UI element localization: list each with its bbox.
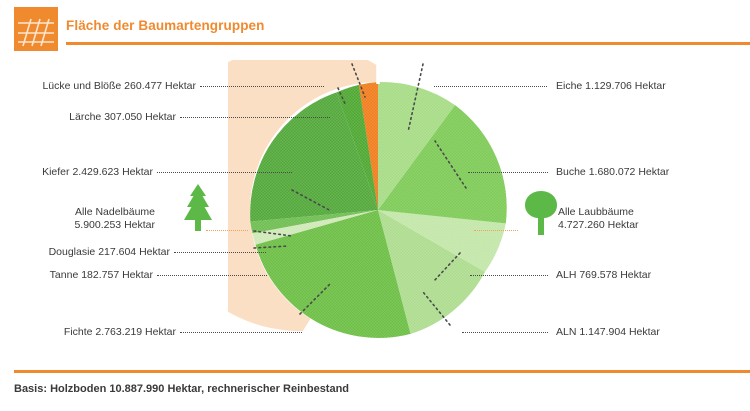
label-text: Lärche 307.050 Hektar — [69, 111, 176, 123]
group-name: Alle Laubbäume — [558, 206, 634, 218]
group-value: 4.727.260 Hektar — [558, 219, 639, 231]
label-text: Kiefer 2.429.623 Hektar — [42, 166, 153, 178]
label-aln: ALN 1.147.904 Hektar — [556, 326, 660, 339]
slice-alh — [378, 210, 506, 272]
group-value: 5.900.253 Hektar — [74, 219, 155, 231]
slice-buche — [378, 105, 507, 224]
leader-luecke — [200, 86, 324, 87]
label-fichte: Fichte 2.763.219 Hektar — [0, 326, 176, 339]
header-divider — [66, 42, 750, 45]
slice-tanne — [252, 210, 378, 245]
page-title: Fläche der Baumartengruppen — [66, 18, 265, 33]
group-label-nadelbaeume: Alle Nadelbäume 5.900.253 Hektar — [0, 206, 155, 232]
slice-laerche — [336, 84, 378, 210]
chart-stage: Lücke und Blöße 260.477 Hektar Lärche 30… — [0, 56, 750, 370]
footer-basis-note: Basis: Holzboden 10.887.990 Hektar, rech… — [14, 383, 350, 395]
slice-douglasie — [250, 210, 378, 234]
leader-fichte — [180, 332, 302, 333]
label-text: Fichte 2.763.219 Hektar — [63, 326, 176, 338]
group-name: Alle Nadelbäume — [75, 206, 155, 218]
slice-eiche — [378, 81, 455, 211]
label-tanne: Tanne 182.757 Hektar — [0, 269, 153, 282]
page-header: Fläche der Baumartengruppen — [0, 0, 750, 56]
leader-tanne — [157, 275, 267, 276]
leader-alh — [470, 275, 548, 276]
label-buche: Buche 1.680.072 Hektar — [556, 166, 669, 179]
label-text: Buche 1.680.072 Hektar — [556, 166, 670, 178]
label-laerche: Lärche 307.050 Hektar — [0, 111, 176, 124]
label-text: Lücke und Blöße 260.477 Hektar — [42, 80, 196, 92]
label-douglasie: Douglasie 217.604 Hektar — [0, 246, 170, 259]
deciduous-tree-icon — [524, 190, 558, 236]
slice-fichte — [255, 210, 411, 338]
leader-kiefer — [157, 172, 292, 173]
slice-kiefer — [250, 92, 378, 222]
leader-laerche — [180, 117, 330, 118]
label-text: ALH 769.578 Hektar — [556, 269, 652, 281]
label-text: Douglasie 217.604 Hektar — [48, 246, 170, 258]
leader-buche — [468, 172, 548, 173]
footer-divider — [14, 370, 750, 373]
label-text: Tanne 182.757 Hektar — [49, 269, 153, 281]
label-eiche: Eiche 1.129.706 Hektar — [556, 80, 666, 93]
slice-luecke-und-bloesse — [358, 82, 378, 210]
leader-aln — [462, 332, 548, 333]
leader-nadelbaeume — [206, 230, 248, 231]
leader-eiche — [434, 86, 547, 87]
leader-douglasie — [174, 252, 266, 253]
leader-laubbaeume — [474, 230, 518, 231]
label-text: ALN 1.147.904 Hektar — [556, 326, 660, 338]
conifer-tree-icon — [183, 182, 213, 234]
label-alh: ALH 769.578 Hektar — [556, 269, 651, 282]
label-kiefer: Kiefer 2.429.623 Hektar — [0, 166, 153, 179]
group-label-laubbaeume: Alle Laubbäume 4.727.260 Hektar — [558, 206, 639, 232]
slice-aln — [378, 210, 485, 334]
perspective-grid-logo — [14, 7, 58, 51]
label-text: Eiche 1.129.706 Hektar — [556, 80, 666, 92]
label-luecke-und-bloesse: Lücke und Blöße 260.477 Hektar — [0, 80, 196, 93]
pie-chart — [228, 60, 528, 360]
